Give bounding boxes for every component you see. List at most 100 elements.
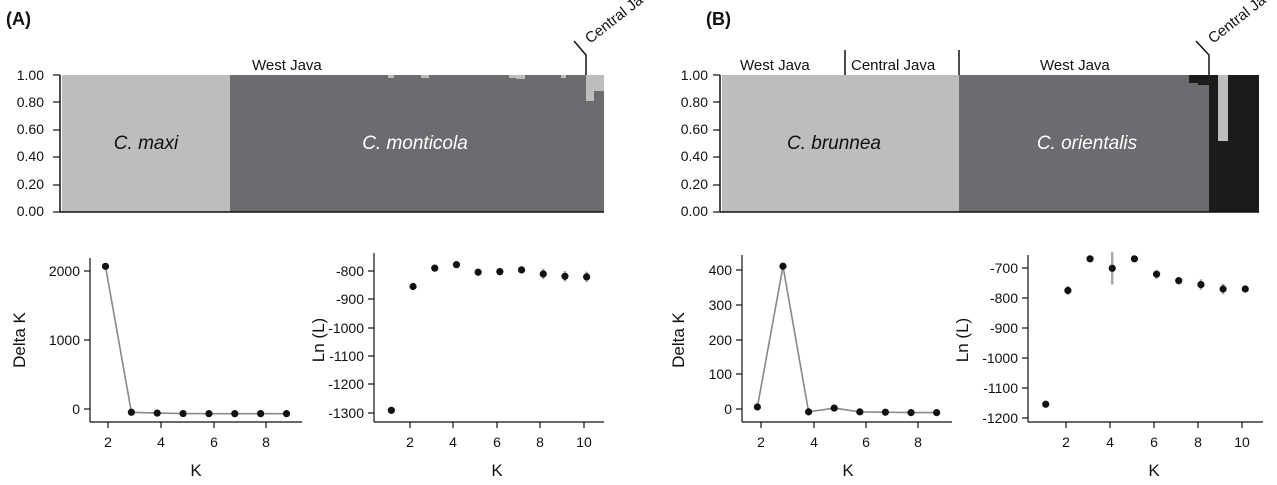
x-tick-label: 10 xyxy=(1234,434,1250,450)
x-tick-label: 8 xyxy=(536,434,544,450)
y-tick-label: -800 xyxy=(336,263,364,279)
y-tick-label: -700 xyxy=(990,260,1018,276)
data-point xyxy=(231,410,239,418)
admixed-individual xyxy=(586,75,594,101)
region-label-central-java: Central Java xyxy=(851,57,936,74)
y-axis-label: Delta K xyxy=(669,311,688,367)
x-tick-label: 4 xyxy=(157,434,165,450)
y-tick-label: -1100 xyxy=(329,348,364,364)
y-tick-label: 1.00 xyxy=(681,67,708,83)
y-tick-label: 0.80 xyxy=(681,94,708,110)
y-tick-label: 200 xyxy=(709,332,733,348)
y-tick-label: -1100 xyxy=(983,380,1018,396)
delta-k-plot-a: 2000 1000 0 2 4 6 8 K Delta K xyxy=(10,258,302,480)
data-point xyxy=(1042,400,1050,408)
data-point xyxy=(1152,270,1161,278)
lnl-plot-b: -700 -800 -900 -1000 -1100 -1200 2 4 6 8… xyxy=(953,252,1263,480)
structure-plot-b: 1.00 0.80 0.60 0.40 0.20 0.00 West Java … xyxy=(681,0,1277,219)
data-point xyxy=(1064,286,1072,295)
x-axis-label: K xyxy=(1148,461,1160,480)
data-point xyxy=(1241,285,1249,293)
y-tick-label: 1.00 xyxy=(17,67,44,83)
panel-a-label: (A) xyxy=(6,9,31,29)
y-tick-label: 0.40 xyxy=(681,148,708,164)
x-tick-label: 4 xyxy=(1106,434,1114,450)
region-label-central-java: Central Java xyxy=(582,0,659,47)
x-tick-label: 6 xyxy=(1150,434,1158,450)
y-tick-label: 300 xyxy=(709,297,733,313)
data-point xyxy=(452,261,461,269)
admixed-individual xyxy=(594,75,604,91)
x-tick-label: 2 xyxy=(104,434,112,450)
data-point xyxy=(474,268,482,276)
data-point xyxy=(933,409,941,417)
y-tick-label: 0.20 xyxy=(681,176,708,192)
region-label-west-java: West Java xyxy=(1040,57,1110,74)
data-point xyxy=(517,266,526,274)
y-tick-label: -800 xyxy=(990,290,1018,306)
admixed-individual xyxy=(421,75,429,78)
data-point xyxy=(561,272,569,280)
data-point xyxy=(881,408,890,416)
cluster-block-c-maxi xyxy=(62,75,230,212)
y-tick-label: 0.60 xyxy=(681,121,708,137)
y-tick-label: -1300 xyxy=(328,405,364,421)
series-line xyxy=(104,266,287,415)
region-label-central-java: Central Java xyxy=(1205,0,1277,47)
y-tick-label: 2000 xyxy=(49,263,80,279)
region-bracket xyxy=(1195,40,1210,75)
data-point xyxy=(387,406,395,414)
data-point xyxy=(804,408,813,416)
x-tick-label: 4 xyxy=(449,434,457,450)
y-tick-label: 0 xyxy=(724,401,732,417)
region-label-west-java: West Java xyxy=(740,57,810,74)
data-point xyxy=(153,409,161,417)
data-point xyxy=(1130,255,1139,263)
y-tick-label: -900 xyxy=(336,291,364,307)
cluster-block-central-java-a xyxy=(586,75,604,212)
y-tick-label: -1000 xyxy=(328,320,364,336)
data-point xyxy=(431,264,439,272)
x-tick-label: 8 xyxy=(914,434,922,450)
data-point xyxy=(409,282,417,291)
panel-b-label: (B) xyxy=(706,9,731,29)
admixed-individual xyxy=(1218,75,1228,141)
y-tick-label: -900 xyxy=(990,320,1018,336)
y-axis-label: Ln (L) xyxy=(309,318,328,362)
data-point xyxy=(1108,264,1116,272)
admixed-individual xyxy=(388,75,394,78)
y-axis-label: Ln (L) xyxy=(953,318,972,362)
cluster-block-c-brunnea xyxy=(722,75,959,212)
data-point xyxy=(101,262,110,270)
data-point xyxy=(496,268,504,276)
y-tick-label: -1200 xyxy=(328,376,364,392)
x-axis-label: K xyxy=(190,461,202,480)
x-tick-label: 2 xyxy=(1062,434,1070,450)
structure-plot-a: 1.00 0.80 0.60 0.40 0.20 0.00 West Java … xyxy=(17,0,660,219)
y-tick-label: 0.80 xyxy=(17,94,44,110)
y-axis-label: Delta K xyxy=(10,311,29,367)
y-tick-label: 0.60 xyxy=(17,121,44,137)
data-point xyxy=(830,404,838,412)
data-point xyxy=(282,410,291,418)
admixed-individual xyxy=(516,75,525,79)
series-line xyxy=(756,266,937,414)
data-point xyxy=(1197,280,1205,289)
x-axis-label: K xyxy=(491,461,503,480)
data-point xyxy=(753,403,761,411)
cluster-block-c-orientalis xyxy=(959,75,1209,212)
region-bracket xyxy=(573,40,587,75)
cluster-label-c-orientalis: C. orientalis xyxy=(1037,133,1138,154)
data-point xyxy=(179,409,187,418)
data-point xyxy=(257,410,265,418)
y-tick-label: 1000 xyxy=(49,332,80,348)
x-tick-label: 6 xyxy=(493,434,501,450)
admixed-individual xyxy=(1198,75,1209,85)
data-point xyxy=(907,409,915,417)
admixed-individual xyxy=(509,75,516,78)
admixed-individual xyxy=(561,75,566,78)
x-tick-label: 8 xyxy=(262,434,270,450)
admixed-individual xyxy=(1189,75,1198,83)
lnl-plot-a: -800 -900 -1000 -1100 -1200 -1300 2 4 6 … xyxy=(309,253,604,480)
